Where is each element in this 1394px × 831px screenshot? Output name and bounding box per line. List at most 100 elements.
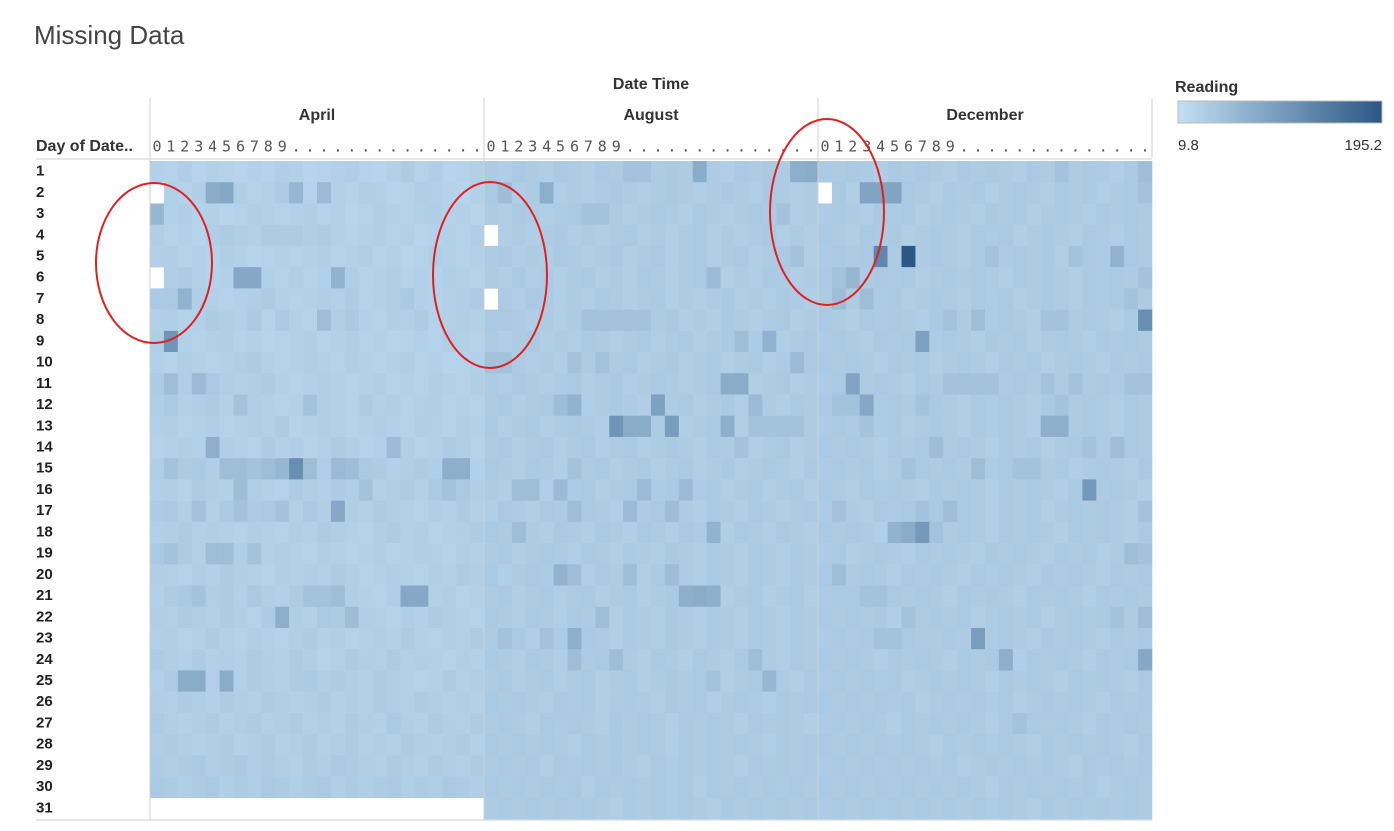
heat-cell [303, 245, 318, 268]
heat-cell [484, 161, 499, 183]
heat-cell [998, 182, 1014, 204]
heat-cell [692, 436, 707, 459]
heat-cell [484, 479, 499, 501]
heat-cell [1026, 352, 1041, 374]
heat-cell [831, 267, 847, 289]
heat-cell [706, 585, 721, 608]
heat-cell [971, 267, 986, 289]
heat-cell [1054, 670, 1069, 692]
heat-cell [734, 606, 749, 629]
heat-cell [971, 458, 986, 480]
heat-cell [553, 606, 568, 629]
heat-cell [1082, 373, 1097, 395]
heat-cell [790, 776, 805, 799]
heat-cell [414, 245, 429, 268]
heat-cell [581, 521, 596, 544]
heat-cell [887, 394, 902, 417]
heat-cell [637, 670, 652, 692]
heat-cell [804, 309, 819, 332]
heat-cell [358, 245, 373, 268]
heat-cell [1040, 330, 1055, 353]
heat-cell [177, 712, 193, 735]
heat-cell [595, 224, 610, 247]
heat-cell [776, 627, 791, 650]
heat-cell [706, 161, 721, 183]
heat-cell [289, 649, 304, 671]
heat-cell [762, 415, 777, 438]
x-tick-label: . [667, 138, 676, 156]
heat-cell [957, 458, 972, 480]
heat-cell [595, 458, 610, 480]
cells [150, 161, 1153, 820]
heat-cell [330, 161, 346, 183]
heat-cell [651, 352, 666, 374]
heat-cell [247, 606, 262, 629]
heat-cell [706, 458, 721, 480]
heat-cell [1054, 691, 1069, 714]
heat-cell [1096, 712, 1111, 735]
heat-cell [776, 458, 791, 480]
heat-cell [637, 458, 652, 480]
heat-cell [943, 734, 958, 756]
heat-cell [845, 415, 861, 438]
heat-cell [971, 394, 986, 417]
heat-cell [706, 712, 721, 735]
heat-cell [205, 649, 220, 671]
heat-cell [762, 267, 777, 289]
heat-cell [414, 458, 429, 480]
y-tick-label: 2 [36, 184, 44, 201]
heat-cell [191, 373, 206, 395]
heat-cell [609, 267, 624, 289]
heat-cell [1068, 521, 1083, 544]
heat-cell [539, 330, 554, 353]
heat-cell [511, 649, 527, 671]
heat-cell [859, 585, 874, 608]
heat-cell [776, 352, 791, 374]
heat-cell [887, 649, 902, 671]
heat-cell [177, 755, 193, 777]
heat-cell [372, 224, 387, 247]
heat-cell [372, 755, 387, 777]
heat-cell [873, 352, 888, 374]
heat-cell [247, 500, 262, 523]
heat-cell [1068, 797, 1083, 820]
heat-cell [1124, 436, 1139, 459]
heat-cell [804, 649, 819, 671]
heat-cell [818, 797, 833, 820]
heat-cell [943, 776, 958, 799]
heat-cell [344, 288, 360, 310]
heat-cell [873, 543, 888, 565]
heat-cell [525, 182, 540, 204]
heat-cell [1082, 691, 1097, 714]
heat-cell [1082, 776, 1097, 799]
heat-cell [275, 734, 290, 756]
heat-cell [609, 245, 624, 268]
heat-cell [163, 458, 179, 480]
heat-cell [971, 224, 986, 247]
heat-cell [414, 712, 429, 735]
heat-cell [261, 649, 276, 671]
heat-cell [275, 585, 290, 608]
heat-cell [358, 373, 373, 395]
heat-cell [1124, 734, 1139, 756]
heat-cell [1124, 352, 1139, 374]
heat-cell [985, 627, 1000, 650]
heat-cell [219, 224, 234, 247]
heat-cell [372, 734, 387, 756]
heat-cell [734, 458, 749, 480]
heat-cell [873, 224, 888, 247]
heat-cell [762, 288, 777, 310]
heat-cell [804, 182, 819, 204]
heat-cell [1096, 500, 1111, 523]
heat-cell [1096, 521, 1111, 544]
heat-cell [831, 394, 847, 417]
heat-cell [929, 712, 944, 735]
heat-cell [330, 521, 346, 544]
heat-cell [845, 500, 861, 523]
heat-cell [664, 627, 680, 650]
heat-cell [330, 267, 346, 289]
heat-cell [247, 245, 262, 268]
heat-cell [317, 521, 332, 544]
x-tick-label: 5 [890, 138, 899, 156]
heat-cell [998, 161, 1014, 183]
